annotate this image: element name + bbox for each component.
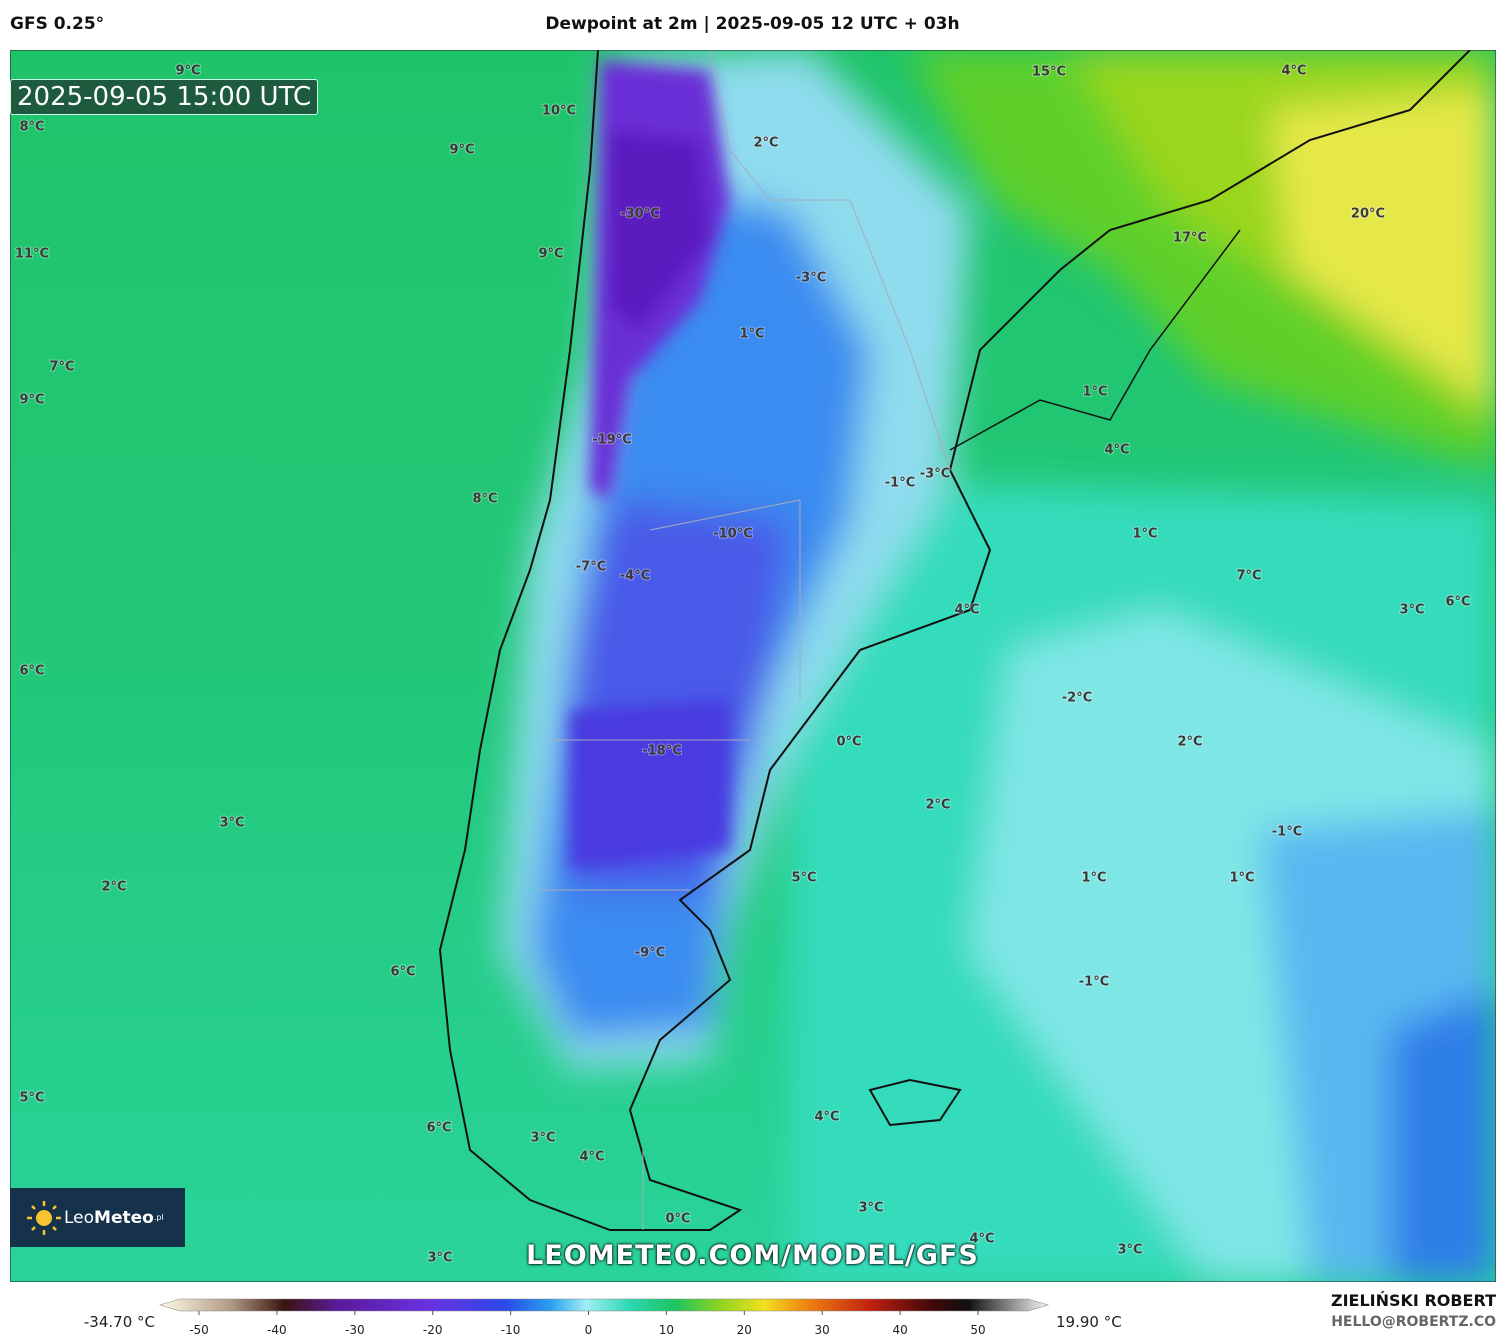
temperature-label: 1°C (1081, 871, 1106, 886)
temperature-label: 1°C (1229, 871, 1254, 886)
temperature-label: 3°C (1399, 603, 1424, 618)
valid-time: 2025-09-05 15:00 UTC (10, 79, 319, 115)
temperature-label: -30°C (620, 207, 660, 222)
temperature-label: 10°C (542, 104, 576, 119)
logo-bold: Meteo (94, 1207, 154, 1228)
logo-suffix: .pl (153, 1213, 164, 1222)
temperature-label: 6°C (390, 965, 415, 980)
colorbar-min: -34.70 °C (84, 1313, 155, 1331)
temperature-label: 3°C (219, 816, 244, 831)
temperature-label: 6°C (426, 1121, 451, 1136)
temperature-label: 11°C (15, 247, 49, 262)
temperature-label: 2°C (1177, 735, 1202, 750)
map-title: Dewpoint at 2m | 2025-09-05 12 UTC + 03h (545, 14, 960, 34)
field (10, 50, 1496, 1282)
temperature-label: -9°C (635, 946, 665, 961)
temperature-label: -19°C (592, 433, 632, 448)
temperature-label: 4°C (954, 603, 979, 618)
temperature-label: -1°C (1079, 975, 1109, 990)
colorbar-max: 19.90 °C (1056, 1313, 1122, 1331)
temperature-label: 1°C (739, 327, 764, 342)
temperature-label: 1°C (1132, 527, 1157, 542)
temperature-label: 3°C (427, 1251, 452, 1266)
temperature-label: -2°C (1062, 691, 1092, 706)
map-labels: 9°C 10°C 8°C 9°C 2°C 15°C 4°C 20°C 17°C -30°C 11°C… (14, 63, 1472, 1267)
temperature-label: 7°C (1236, 569, 1261, 584)
colorbar-tick-label: -40 (267, 1323, 287, 1337)
temperature-label: -7°C (576, 560, 606, 575)
model-name: GFS 0.25° (10, 14, 105, 34)
temperature-label: 8°C (472, 492, 497, 507)
temperature-label: -1°C (1272, 825, 1302, 840)
colorbar-tick-label: -10 (501, 1323, 521, 1337)
colorbar-tick-label: 30 (815, 1323, 830, 1337)
temperature-label: 2°C (925, 798, 950, 813)
logo-light: Leo (64, 1207, 95, 1228)
temperature-label: -3°C (920, 467, 950, 482)
temperature-label: 9°C (175, 64, 200, 79)
temperature-label: 9°C (449, 143, 474, 158)
colorbar-tick-label: -50 (189, 1323, 209, 1337)
logo: Leo Meteo .pl (10, 1188, 185, 1247)
temperature-label: 20°C (1351, 207, 1385, 222)
temperature-label: 15°C (1032, 65, 1066, 80)
colorbar-tick-label: 20 (737, 1323, 752, 1337)
temperature-label: 3°C (858, 1201, 883, 1216)
temperature-label: 4°C (579, 1150, 604, 1165)
temperature-label: 6°C (19, 664, 44, 679)
temperature-label: 8°C (19, 120, 44, 135)
temperature-label: 4°C (969, 1232, 994, 1247)
temperature-label: 9°C (538, 247, 563, 262)
temperature-label: 17°C (1173, 231, 1207, 246)
temperature-label: 0°C (665, 1212, 690, 1227)
email: HELLO@ROBERTZ.CO (1331, 1314, 1496, 1330)
temperature-label: 4°C (1104, 443, 1129, 458)
colorbar-tick-label: -20 (423, 1323, 443, 1337)
colorbar: -34.70 °C 19.90 °C -50 -40 -30 -20 -10 0 10 20 3… (84, 1298, 1122, 1337)
map: 9°C 10°C 8°C 9°C 2°C 15°C 4°C 20°C 17°C -30°C 11°C… (10, 50, 1496, 1282)
temperature-label: 9°C (19, 393, 44, 408)
temperature-label: 3°C (1117, 1243, 1142, 1258)
temperature-label: -1°C (885, 476, 915, 491)
colorbar-tick-label: 0 (585, 1323, 593, 1337)
temperature-label: 7°C (49, 360, 74, 375)
temperature-label: 4°C (814, 1110, 839, 1125)
temperature-label: -18°C (642, 744, 682, 759)
temperature-label: -4°C (620, 569, 650, 584)
colorbar-tick-label: 50 (970, 1323, 985, 1337)
temperature-label: 6°C (1445, 595, 1470, 610)
colorbar-tick-label: -30 (345, 1323, 365, 1337)
temperature-label: -3°C (796, 271, 826, 286)
temperature-label: 5°C (791, 871, 816, 886)
logo-sun (27, 1200, 61, 1235)
watermark: LEOMETEO.COM/MODEL/GFS (526, 1240, 979, 1271)
temperature-label: 4°C (1281, 64, 1306, 79)
temperature-label: 3°C (530, 1131, 555, 1146)
colorbar-tick-label: 10 (659, 1323, 674, 1337)
temperature-label: 2°C (101, 880, 126, 895)
temperature-label: -10°C (713, 527, 753, 542)
colorbar-ticks: -50 -40 -30 -20 -10 0 10 20 30 40 50 (189, 1311, 986, 1337)
temperature-label: 2°C (753, 136, 778, 151)
temperature-label: 5°C (19, 1091, 44, 1106)
author: ZIELIŃSKI ROBERT (1330, 1291, 1496, 1310)
colorbar-tick-label: 40 (892, 1323, 907, 1337)
temperature-label: 1°C (1082, 385, 1107, 400)
temperature-label: 0°C (836, 735, 861, 750)
